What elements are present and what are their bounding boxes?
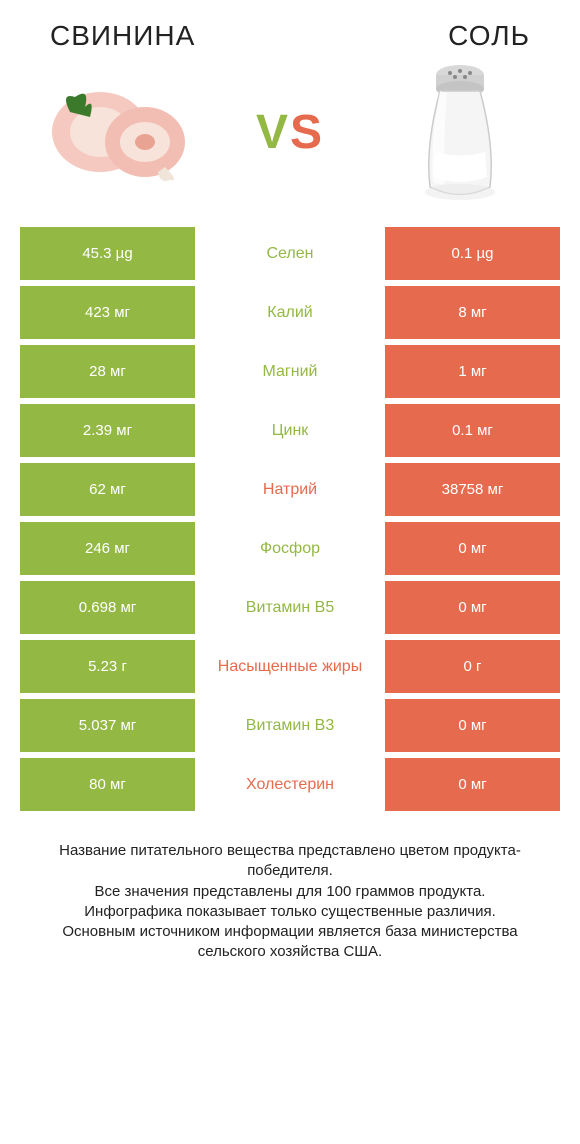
cell-label: Калий xyxy=(195,286,385,339)
cell-label: Селен xyxy=(195,227,385,280)
cell-left-value: 62 мг xyxy=(20,463,195,516)
pork-icon xyxy=(40,72,200,192)
images-row: VS xyxy=(20,62,560,202)
cell-left-value: 5.23 г xyxy=(20,640,195,693)
cell-right-value: 0 мг xyxy=(385,581,560,634)
cell-left-value: 2.39 мг xyxy=(20,404,195,457)
cell-left-value: 5.037 мг xyxy=(20,699,195,752)
cell-right-value: 0 г xyxy=(385,640,560,693)
table-row: 0.698 мгВитамин B50 мг xyxy=(20,581,560,634)
cell-right-value: 8 мг xyxy=(385,286,560,339)
cell-right-value: 0 мг xyxy=(385,522,560,575)
cell-label: Витамин B5 xyxy=(195,581,385,634)
table-row: 45.3 µgСелен0.1 µg xyxy=(20,227,560,280)
table-row: 246 мгФосфор0 мг xyxy=(20,522,560,575)
table-row: 80 мгХолестерин0 мг xyxy=(20,758,560,811)
cell-label: Магний xyxy=(195,345,385,398)
cell-left-value: 80 мг xyxy=(20,758,195,811)
cell-label: Фосфор xyxy=(195,522,385,575)
cell-left-value: 246 мг xyxy=(20,522,195,575)
salt-icon xyxy=(405,57,515,207)
vs-s: S xyxy=(290,106,324,159)
table-row: 2.39 мгЦинк0.1 мг xyxy=(20,404,560,457)
cell-left-value: 28 мг xyxy=(20,345,195,398)
cell-right-value: 0.1 мг xyxy=(385,404,560,457)
right-title: СОЛЬ xyxy=(448,20,530,52)
table-row: 62 мгНатрий38758 мг xyxy=(20,463,560,516)
pork-image xyxy=(40,62,200,202)
cell-left-value: 423 мг xyxy=(20,286,195,339)
cell-right-value: 0 мг xyxy=(385,699,560,752)
cell-left-value: 45.3 µg xyxy=(20,227,195,280)
cell-label: Насыщенные жиры xyxy=(195,640,385,693)
vs-label: VS xyxy=(256,105,324,160)
cell-left-value: 0.698 мг xyxy=(20,581,195,634)
cell-label: Натрий xyxy=(195,463,385,516)
nutrition-table: 45.3 µgСелен0.1 µg 423 мгКалий8 мг 28 мгМа… xyxy=(20,227,560,811)
table-row: 5.23 гНасыщенные жиры0 г xyxy=(20,640,560,693)
table-row: 28 мгМагний1 мг xyxy=(20,345,560,398)
footnote: Название питательного вещества представл… xyxy=(20,841,560,963)
cell-label: Холестерин xyxy=(195,758,385,811)
salt-image xyxy=(380,62,540,202)
left-title: СВИНИНА xyxy=(50,20,195,52)
cell-right-value: 0 мг xyxy=(385,758,560,811)
table-row: 423 мгКалий8 мг xyxy=(20,286,560,339)
cell-label: Витамин B3 xyxy=(195,699,385,752)
cell-right-value: 38758 мг xyxy=(385,463,560,516)
table-row: 5.037 мгВитамин B30 мг xyxy=(20,699,560,752)
cell-right-value: 0.1 µg xyxy=(385,227,560,280)
cell-right-value: 1 мг xyxy=(385,345,560,398)
vs-v: V xyxy=(256,106,290,159)
header: СВИНИНА СОЛЬ xyxy=(20,20,560,52)
cell-label: Цинк xyxy=(195,404,385,457)
